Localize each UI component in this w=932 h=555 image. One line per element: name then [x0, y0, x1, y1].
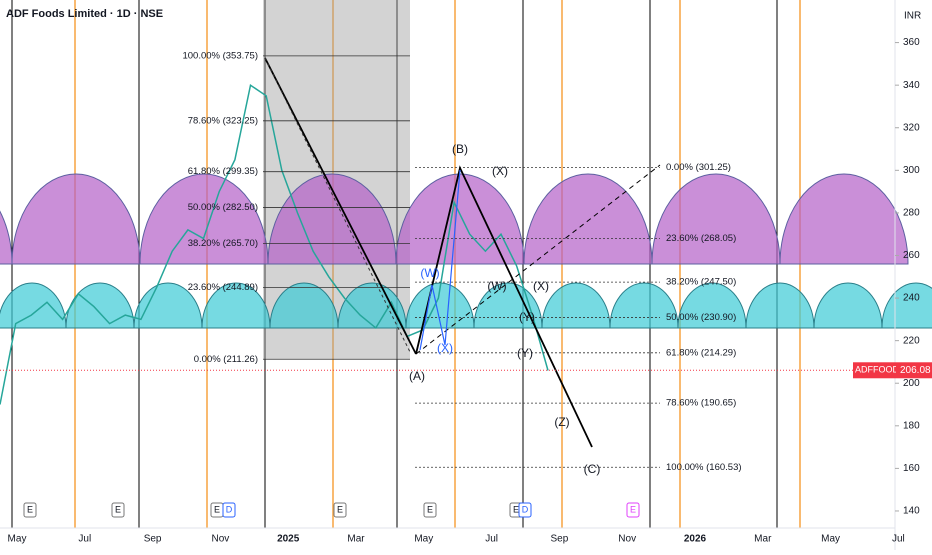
- chart-title: ADF Foods Limited · 1D · NSE: [6, 8, 163, 20]
- arc: [337, 282, 407, 329]
- x-tick-label: 2025: [277, 534, 300, 545]
- fib-label: 0.00% (211.26): [194, 354, 258, 365]
- wave-label: (X): [533, 279, 549, 293]
- currency: INR: [904, 11, 921, 22]
- fib-label: 0.00% (301.25): [666, 162, 731, 173]
- x-tick-label: Mar: [754, 534, 772, 545]
- last-price-box: [853, 362, 896, 379]
- x-tick-label: May: [8, 534, 27, 545]
- arc: [139, 173, 269, 265]
- trend-line: [264, 57, 417, 355]
- wave-label: (C): [584, 462, 601, 476]
- event-label: E: [27, 504, 33, 514]
- x-tick-label: Jul: [485, 534, 498, 545]
- x-tick-label: Sep: [551, 534, 569, 545]
- wave-label: (Z): [554, 415, 569, 429]
- trend-line: [415, 164, 661, 355]
- drawings: [0, 0, 932, 528]
- fib-label: 100.00% (353.75): [182, 50, 258, 61]
- x-tick-label: Nov: [618, 534, 636, 545]
- y-tick-label: 160: [903, 463, 920, 474]
- arc: [11, 173, 141, 265]
- x-tick-label: 2026: [684, 534, 707, 545]
- event-marker: [23, 502, 37, 518]
- event-marker: [222, 502, 236, 518]
- x-tick-label: Nov: [212, 534, 230, 545]
- last-price-value: 206.08: [900, 365, 931, 376]
- event-label: E: [337, 504, 343, 514]
- arc: [609, 282, 679, 329]
- wave-label: (Y): [519, 310, 535, 324]
- trend-line: [264, 57, 411, 353]
- y-tick-label: 200: [903, 378, 920, 389]
- y-tick-label: 280: [903, 208, 920, 219]
- event-marker: [518, 502, 532, 518]
- wave-label: (X): [492, 164, 508, 178]
- fib-label: 61.80% (299.35): [188, 166, 258, 177]
- arc: [541, 282, 611, 329]
- wave-label: (W): [420, 266, 439, 280]
- y-tick-label: 140: [903, 506, 920, 517]
- last-price-name: ADFFOODS: [855, 365, 905, 375]
- y-tick-label: 220: [903, 335, 920, 346]
- wave-label: (A): [409, 369, 425, 383]
- fib-label: 61.80% (214.29): [666, 347, 736, 358]
- fib-label: 78.60% (190.65): [666, 398, 736, 409]
- fib-label: 50.00% (282.50): [188, 202, 258, 213]
- wave-label: (X): [437, 341, 453, 355]
- y-tick-label: 240: [903, 293, 920, 304]
- arc: [677, 282, 747, 329]
- event-marker: [423, 502, 437, 518]
- y-tick-label: 300: [903, 165, 920, 176]
- arc: [0, 210, 13, 265]
- arc: [523, 173, 653, 265]
- arc: [269, 282, 339, 329]
- event-marker: [626, 502, 640, 518]
- arc: [405, 282, 475, 329]
- event-label: E: [630, 504, 636, 514]
- fib-label: 38.20% (247.50): [666, 277, 736, 288]
- fib-label: 78.60% (323.25): [188, 115, 258, 126]
- arc: [651, 173, 781, 265]
- wave-label: (W): [487, 279, 506, 293]
- x-tick-label: Mar: [347, 534, 365, 545]
- wave-label: (B): [452, 142, 468, 156]
- fib-label: 38.20% (265.70): [188, 238, 258, 249]
- x-tick-label: May: [414, 534, 433, 545]
- arc: [267, 173, 397, 265]
- x-tick-label: Jul: [78, 534, 91, 545]
- y-tick-label: 260: [903, 250, 920, 261]
- arc: [813, 282, 883, 329]
- arc: [0, 282, 67, 329]
- event-label: E: [214, 504, 220, 514]
- x-tick-label: Jul: [892, 534, 905, 545]
- arc: [745, 282, 815, 329]
- x-tick-label: Sep: [144, 534, 162, 545]
- fib-label: 50.00% (230.90): [666, 312, 736, 323]
- arc: [779, 173, 909, 265]
- arc: [201, 282, 271, 329]
- y-tick-label: 360: [903, 37, 920, 48]
- event-label: D: [522, 504, 529, 514]
- event-label: E: [115, 504, 121, 514]
- y-tick-label: 180: [903, 420, 920, 431]
- wave-line: [419, 169, 461, 351]
- y-tick-label: 340: [903, 80, 920, 91]
- event-label: D: [226, 504, 233, 514]
- x-tick-label: May: [821, 534, 840, 545]
- fib-label: 23.60% (244.89): [188, 282, 258, 293]
- event-marker: [111, 502, 125, 518]
- fib-label: 100.00% (160.53): [666, 462, 742, 473]
- last-price-box: [896, 362, 932, 379]
- fib-label: 23.60% (268.05): [666, 233, 736, 244]
- y-tick-label: 320: [903, 122, 920, 133]
- event-marker: [333, 502, 347, 518]
- wave-label: (Y): [517, 346, 533, 360]
- event-label: E: [513, 504, 519, 514]
- arc: [133, 282, 203, 329]
- event-label: E: [427, 504, 433, 514]
